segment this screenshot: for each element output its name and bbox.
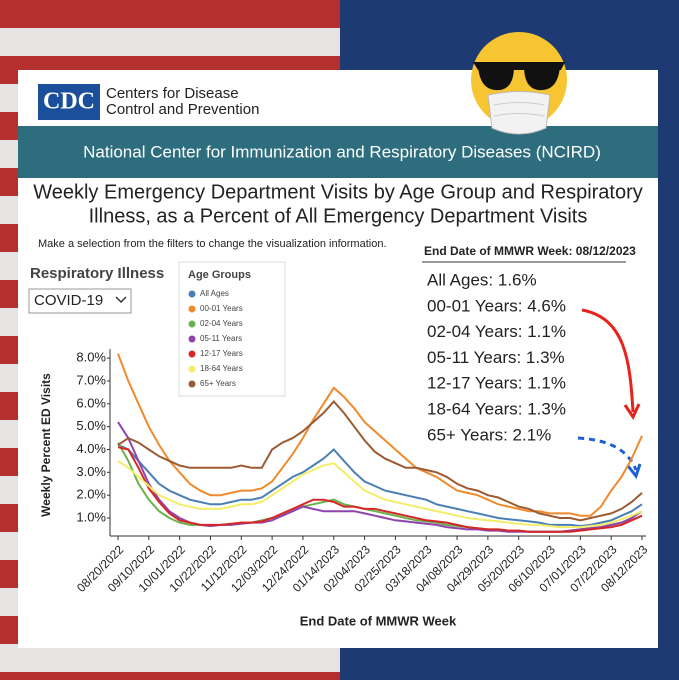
- y-tick-label: 2.0%: [76, 487, 106, 502]
- series-line: [117, 460, 643, 529]
- series-line: [117, 446, 643, 533]
- legend-label: 00-01 Years: [200, 304, 243, 313]
- y-tick-label: 1.0%: [76, 509, 106, 524]
- legend-swatch: [188, 365, 196, 373]
- annotation: 12-17 Years: 1.1%: [427, 374, 566, 393]
- dropdown-value[interactable]: COVID-19: [34, 292, 103, 309]
- legend-label: All Ages: [200, 289, 229, 298]
- org-name: Centers for Disease: [106, 85, 239, 102]
- legend-box: [178, 261, 286, 397]
- y-tick-label: 8.0%: [76, 350, 106, 365]
- legend-label: 05-11 Years: [200, 334, 242, 343]
- legend-swatch: [188, 350, 196, 358]
- legend-swatch: [188, 380, 196, 388]
- annotation: 18-64 Years: 1.3%: [427, 399, 566, 418]
- legend-swatch: [188, 335, 196, 343]
- annotation: 05-11 Years: 1.3%: [427, 348, 565, 367]
- annotation: 65+ Years: 2.1%: [427, 425, 551, 444]
- annotation: 02-04 Years: 1.1%: [427, 322, 566, 341]
- legend-swatch: [188, 290, 196, 298]
- mask: [487, 91, 551, 135]
- annotation: 00-01 Years: 4.6%: [427, 296, 566, 315]
- legend-swatch: [188, 320, 196, 328]
- logo-box: [38, 84, 100, 120]
- dropdown-caret: [115, 296, 127, 304]
- legend-label: 65+ Years: [200, 379, 236, 388]
- y-tick-label: 7.0%: [76, 372, 106, 387]
- series-line: [117, 353, 643, 517]
- logo: CDC: [43, 89, 95, 115]
- legend-label: 12-17 Years: [200, 349, 243, 358]
- legend-label: 02-04 Years: [200, 319, 243, 328]
- y-tick-label: 5.0%: [76, 418, 106, 433]
- legend-title: Age Groups: [188, 269, 251, 281]
- red-arrow: [581, 308, 635, 413]
- x-axis-label: End Date of MMWR Week: [300, 613, 457, 628]
- banner-text: National Center for Immunization and Res…: [83, 142, 601, 161]
- y-tick-label: 6.0%: [76, 395, 106, 410]
- sunglasses: [478, 66, 560, 91]
- dropdown[interactable]: [28, 288, 132, 314]
- banner: [18, 126, 658, 178]
- instruction: Make a selection from the filters to cha…: [38, 238, 387, 250]
- annotation: All Ages: 1.6%: [427, 270, 537, 289]
- series-line: [117, 399, 643, 522]
- blue-arrowhead: [626, 463, 642, 480]
- annotation-title: End Date of MMWR Week: 08/12/2023: [424, 244, 636, 258]
- chart-title: Weekly Emergency Department Visits by Ag…: [33, 181, 643, 203]
- red-arrowhead: [623, 403, 641, 421]
- org-name: Control and Prevention: [106, 101, 259, 118]
- y-axis-label: Weekly Percent ED Visits: [39, 373, 53, 517]
- emoji: [471, 32, 567, 135]
- y-tick-label: 4.0%: [76, 441, 106, 456]
- y-tick-label: 3.0%: [76, 464, 106, 479]
- series-line: [117, 443, 643, 528]
- mask-folds: [493, 102, 545, 117]
- legend-label: 18-64 Years: [200, 364, 243, 373]
- chart-subtitle: Illness, as a Percent of All Emergency D…: [89, 205, 588, 227]
- filter-label: Respiratory Illness: [30, 265, 164, 282]
- legend-swatch: [188, 305, 196, 313]
